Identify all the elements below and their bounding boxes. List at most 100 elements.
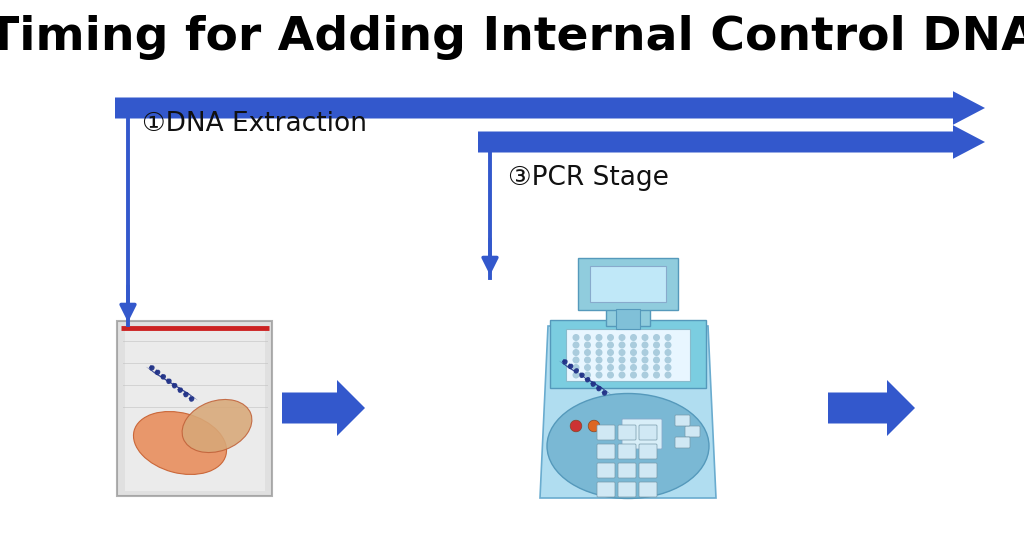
Circle shape (607, 350, 613, 355)
FancyBboxPatch shape (590, 266, 666, 302)
Circle shape (585, 372, 590, 378)
FancyBboxPatch shape (618, 482, 636, 497)
Circle shape (631, 335, 636, 340)
Circle shape (607, 357, 613, 363)
Circle shape (585, 365, 590, 370)
Ellipse shape (573, 368, 579, 373)
Circle shape (642, 342, 648, 348)
Circle shape (642, 350, 648, 355)
Text: ①DNA Extraction: ①DNA Extraction (142, 111, 367, 137)
Circle shape (588, 420, 600, 432)
Circle shape (585, 350, 590, 355)
Ellipse shape (568, 364, 573, 369)
Polygon shape (596, 386, 600, 390)
FancyBboxPatch shape (550, 320, 706, 388)
Circle shape (653, 342, 659, 348)
Text: Timing for Adding Internal Control DNA: Timing for Adding Internal Control DNA (0, 15, 1024, 60)
FancyBboxPatch shape (616, 309, 640, 329)
Ellipse shape (580, 372, 585, 378)
Circle shape (573, 350, 579, 355)
Polygon shape (182, 392, 187, 396)
Circle shape (585, 342, 590, 348)
Ellipse shape (150, 365, 155, 371)
Ellipse shape (178, 387, 183, 393)
Polygon shape (585, 377, 589, 381)
Polygon shape (188, 396, 193, 400)
Circle shape (631, 357, 636, 363)
Polygon shape (155, 370, 159, 374)
Circle shape (653, 357, 659, 363)
Circle shape (607, 365, 613, 370)
Text: ③PCR Stage: ③PCR Stage (508, 165, 669, 191)
Ellipse shape (585, 377, 590, 382)
FancyBboxPatch shape (639, 444, 657, 459)
Circle shape (570, 420, 582, 432)
FancyBboxPatch shape (597, 425, 615, 440)
Circle shape (653, 365, 659, 370)
Ellipse shape (166, 378, 172, 384)
Polygon shape (559, 361, 611, 394)
Circle shape (607, 335, 613, 340)
Circle shape (596, 372, 602, 378)
Polygon shape (160, 374, 165, 378)
FancyBboxPatch shape (639, 463, 657, 478)
Circle shape (653, 350, 659, 355)
Circle shape (585, 335, 590, 340)
Polygon shape (145, 367, 198, 400)
Circle shape (607, 372, 613, 378)
Polygon shape (567, 364, 571, 368)
Circle shape (620, 365, 625, 370)
Circle shape (642, 357, 648, 363)
Circle shape (642, 335, 648, 340)
Circle shape (585, 357, 590, 363)
FancyBboxPatch shape (675, 415, 690, 426)
Circle shape (596, 350, 602, 355)
Ellipse shape (172, 383, 177, 388)
Circle shape (653, 335, 659, 340)
Polygon shape (590, 381, 594, 386)
Ellipse shape (155, 370, 161, 375)
Ellipse shape (183, 392, 188, 397)
Circle shape (631, 372, 636, 378)
Circle shape (596, 335, 602, 340)
Ellipse shape (596, 386, 602, 392)
Circle shape (666, 372, 671, 378)
Circle shape (666, 357, 671, 363)
Polygon shape (562, 359, 566, 364)
Polygon shape (540, 326, 716, 498)
Polygon shape (828, 380, 915, 436)
Circle shape (596, 365, 602, 370)
Ellipse shape (189, 397, 195, 402)
Polygon shape (282, 380, 365, 436)
FancyBboxPatch shape (618, 425, 636, 440)
Ellipse shape (547, 393, 709, 498)
Ellipse shape (161, 374, 166, 379)
Circle shape (573, 365, 579, 370)
Ellipse shape (562, 359, 567, 365)
FancyBboxPatch shape (639, 425, 657, 440)
Circle shape (596, 342, 602, 348)
Circle shape (573, 335, 579, 340)
FancyBboxPatch shape (597, 463, 615, 478)
Polygon shape (177, 387, 181, 392)
Polygon shape (601, 390, 606, 394)
Circle shape (642, 365, 648, 370)
Polygon shape (171, 383, 176, 387)
Circle shape (620, 342, 625, 348)
Polygon shape (573, 368, 578, 372)
Polygon shape (579, 372, 583, 377)
FancyBboxPatch shape (675, 437, 690, 448)
Circle shape (620, 335, 625, 340)
Circle shape (596, 357, 602, 363)
Circle shape (620, 372, 625, 378)
Circle shape (653, 372, 659, 378)
FancyBboxPatch shape (578, 258, 678, 310)
Polygon shape (115, 91, 985, 125)
FancyBboxPatch shape (639, 482, 657, 497)
Circle shape (642, 372, 648, 378)
Polygon shape (126, 327, 264, 491)
Polygon shape (148, 365, 153, 369)
Polygon shape (478, 125, 985, 159)
Ellipse shape (182, 399, 252, 453)
Circle shape (631, 350, 636, 355)
